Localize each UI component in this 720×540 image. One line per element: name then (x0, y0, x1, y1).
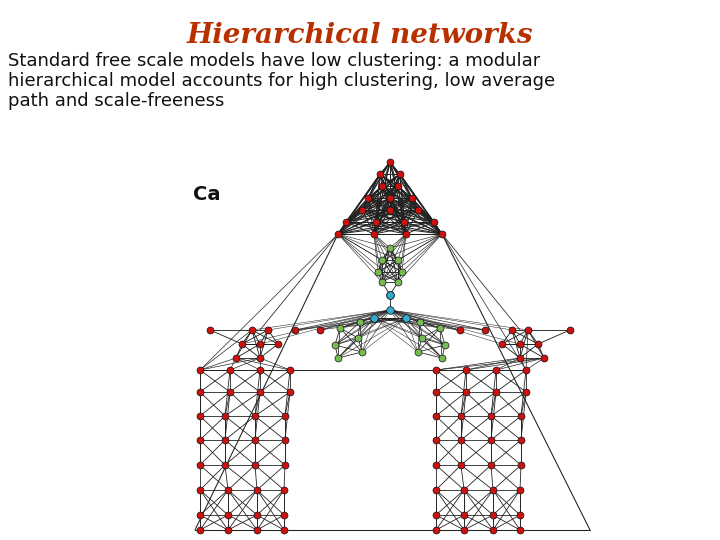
Text: hierarchical model accounts for high clustering, low average: hierarchical model accounts for high clu… (8, 72, 555, 90)
Text: Hierarchical networks: Hierarchical networks (186, 22, 534, 49)
Text: path and scale-freeness: path and scale-freeness (8, 92, 225, 110)
Text: Standard free scale models have low clustering: a modular: Standard free scale models have low clus… (8, 52, 540, 70)
Text: Ca: Ca (193, 185, 220, 204)
